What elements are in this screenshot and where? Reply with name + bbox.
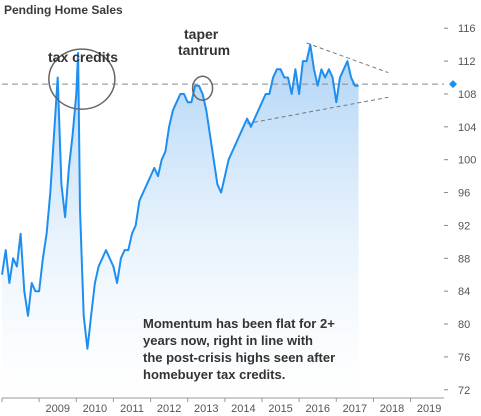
y-tick-label: 88 <box>458 253 470 265</box>
x-axis: 2009 2010 2011 2012 2013 2014 2015 2016 2017 2018… <box>1 397 444 415</box>
upper-trend-line <box>306 42 389 74</box>
x-tick-label: 2013 <box>194 403 218 415</box>
y-tick-label: 92 <box>458 220 470 232</box>
lower-trend-line <box>247 96 389 125</box>
note-line-4: homebuyer tax credits. <box>143 367 285 382</box>
taper-tantrum-circle <box>191 75 214 101</box>
y-axis: 72 76 80 84 88 92 96 100 104 108 112 116 <box>444 23 476 397</box>
annotation-tantrum: tantrum <box>178 42 230 58</box>
y-tick-label: 80 <box>458 319 470 331</box>
x-tick-label: 2009 <box>45 403 69 415</box>
y-tick-label: 96 <box>458 188 470 200</box>
chart-title: Pending Home Sales <box>4 3 123 17</box>
annotation-taper: taper <box>184 26 219 42</box>
series-area <box>2 44 359 398</box>
tax-credits-circle <box>48 48 116 110</box>
x-tick-label: 2015 <box>268 403 292 415</box>
note-line-3: the post-crisis highs seen after <box>143 350 335 365</box>
y-tick-label: 76 <box>458 352 470 364</box>
x-tick-label: 2012 <box>157 403 181 415</box>
annotation-tax-credits: tax credits <box>48 49 118 65</box>
plot-area <box>1 42 444 398</box>
current-value-marker <box>449 80 457 89</box>
series-line <box>1 43 359 350</box>
x-tick-label: 2010 <box>83 403 107 415</box>
x-tick-label: 2016 <box>305 403 329 415</box>
y-tick-label: 108 <box>458 89 476 101</box>
y-tick-label: 116 <box>458 23 476 35</box>
y-tick-label: 84 <box>458 286 470 298</box>
x-tick-label: 2019 <box>417 403 441 415</box>
x-tick-label: 2017 <box>343 403 367 415</box>
y-tick-label: 112 <box>458 56 476 68</box>
y-tick-label: 72 <box>458 385 470 397</box>
note-line-1: Momentum has been flat for 2+ <box>143 316 335 331</box>
note-line-2: years now, right in line with <box>143 333 313 348</box>
x-tick-label: 2018 <box>380 403 404 415</box>
y-tick-label: 100 <box>458 155 476 167</box>
x-tick-label: 2011 <box>120 403 144 415</box>
y-tick-label: 104 <box>458 122 476 134</box>
x-tick-label: 2014 <box>231 403 255 415</box>
